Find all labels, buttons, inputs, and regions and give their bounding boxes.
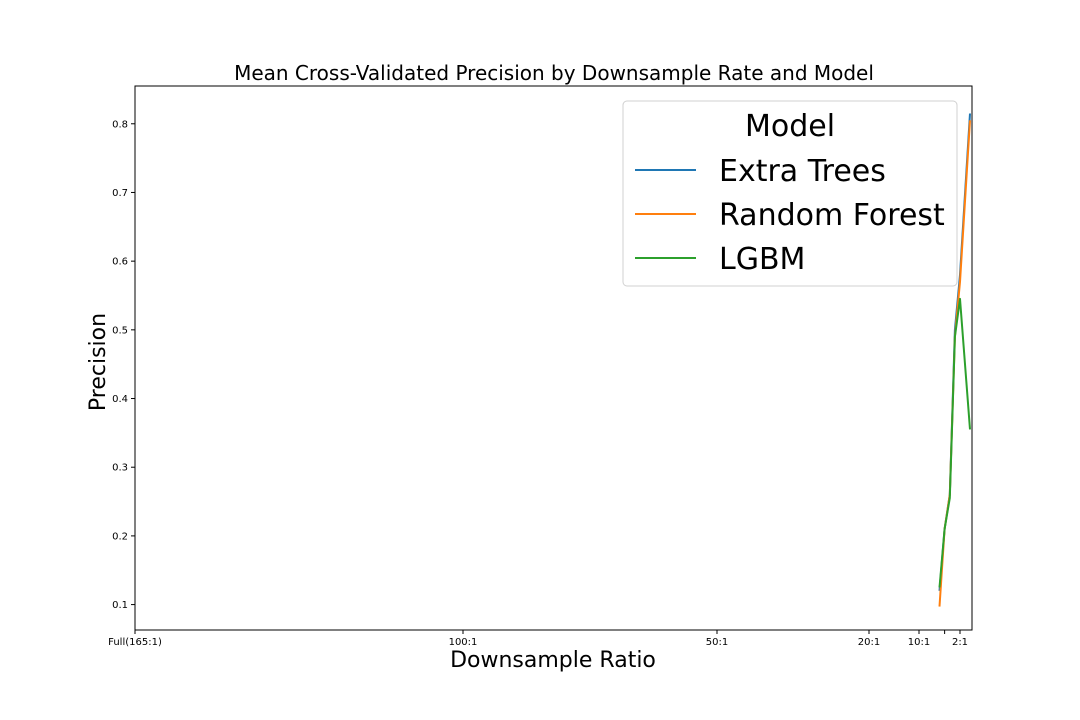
- y-axis-label: Precision: [86, 313, 111, 411]
- y-tick-label: 0.6: [112, 257, 128, 268]
- y-tick-label: 0.1: [112, 600, 128, 611]
- plot-area: [134, 85, 973, 631]
- x-tick-label: 100:1: [449, 637, 478, 648]
- legend-label: LGBM: [719, 242, 805, 277]
- x-tick-label: Full(165:1): [108, 637, 162, 648]
- x-axis: Full(165:1) 100:1 50:1 20:1 10:1 2:1: [108, 630, 968, 648]
- y-tick-label: 0.2: [112, 531, 128, 542]
- y-axis: 0.1 0.2 0.3 0.4 0.5 0.6 0.7 0.8: [112, 119, 135, 611]
- legend-title: Model: [745, 109, 835, 144]
- series-line-lgbm: [938, 297, 971, 588]
- x-axis-label: Downsample Ratio: [450, 648, 656, 673]
- x-tick-label: 2:1: [952, 637, 968, 648]
- legend: Model Extra Trees Random Forest LGBM: [622, 100, 958, 287]
- x-tick-label: 20:1: [858, 637, 880, 648]
- y-tick-label: 0.5: [112, 325, 128, 336]
- y-tick-label: 0.3: [112, 463, 128, 474]
- x-tick-label: 50:1: [706, 637, 728, 648]
- legend-entries: Extra Trees Random Forest LGBM: [635, 154, 945, 277]
- y-tick-label: 0.8: [112, 119, 128, 130]
- y-tick-label: 0.4: [112, 394, 128, 405]
- chart-title: Mean Cross-Validated Precision by Downsa…: [234, 61, 874, 85]
- legend-label: Extra Trees: [719, 154, 886, 189]
- legend-box: [622, 100, 958, 287]
- x-tick-label: 10:1: [908, 637, 930, 648]
- legend-label: Random Forest: [719, 198, 945, 233]
- y-tick-label: 0.7: [112, 188, 128, 199]
- series-lines: [938, 113, 971, 607]
